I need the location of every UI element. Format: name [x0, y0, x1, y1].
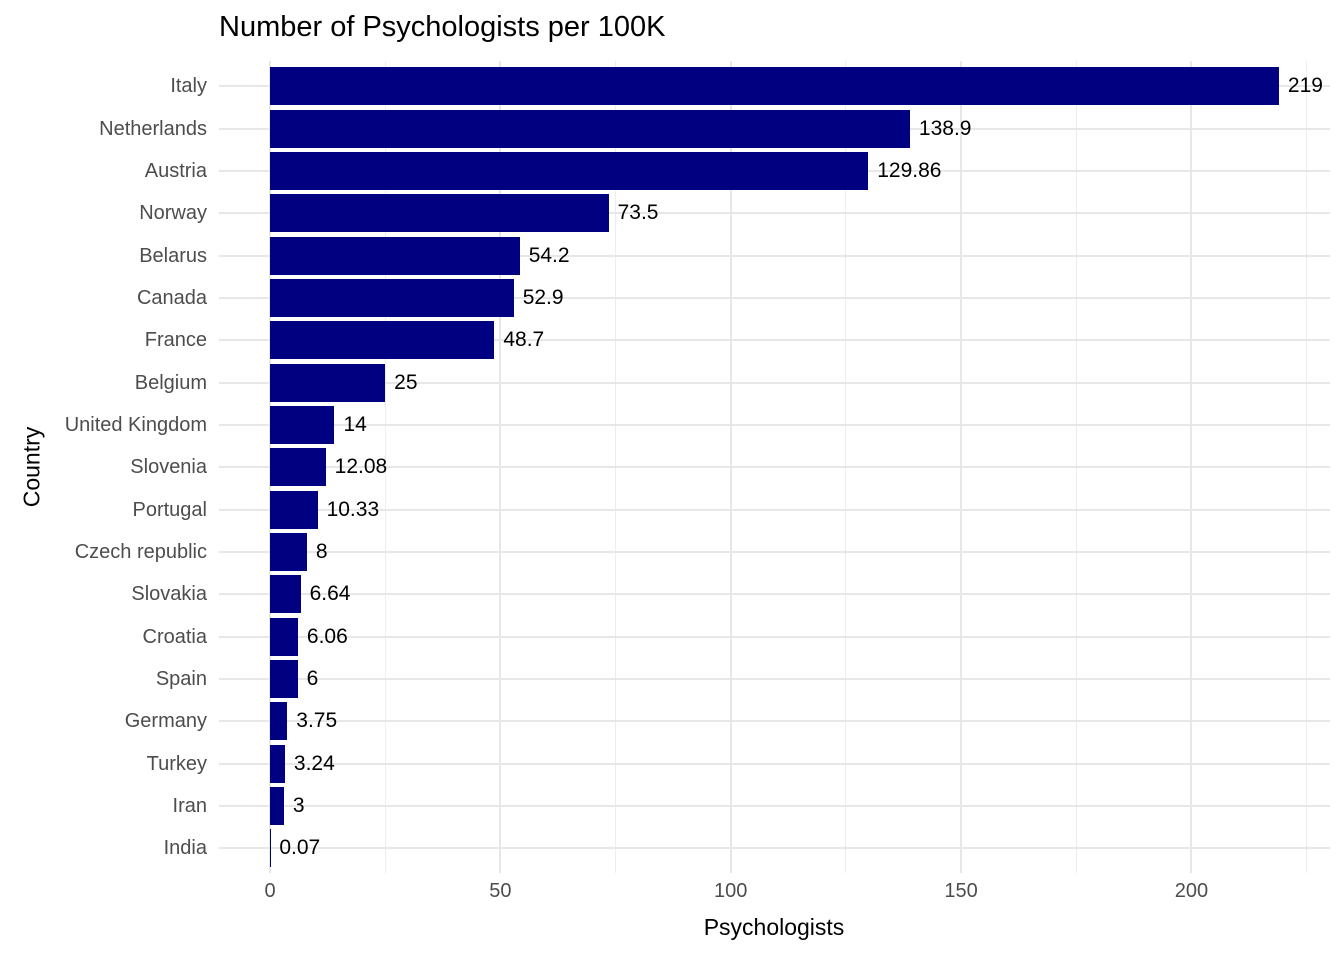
- y-tick-label: United Kingdom: [64, 413, 207, 436]
- bar-value-label: 6.64: [309, 582, 351, 606]
- gridline-major-horizontal: [219, 423, 1330, 426]
- bar: [270, 279, 514, 317]
- gridline-major-horizontal: [219, 720, 1330, 723]
- x-tick-label: 150: [944, 880, 978, 902]
- gridline-major-horizontal: [219, 550, 1330, 553]
- bar-value-label: 25: [394, 370, 418, 394]
- bar: [270, 617, 298, 656]
- x-tick-label: 200: [1174, 880, 1209, 902]
- y-tick-label: Belarus: [139, 244, 207, 267]
- bar: [270, 363, 386, 402]
- bar-value-label: 14: [343, 412, 367, 436]
- y-tick-label: Netherlands: [99, 117, 207, 140]
- bar-value-label: 219: [1287, 74, 1323, 98]
- y-tick-label: Portugal: [132, 498, 208, 521]
- bar-value-label: 6.06: [306, 624, 348, 648]
- gridline-major-horizontal: [219, 339, 1330, 342]
- y-tick-label: Norway: [139, 202, 207, 225]
- gridline-major-horizontal: [219, 635, 1330, 638]
- gridline-major-horizontal: [219, 847, 1330, 850]
- bar-value-label: 52.9: [522, 286, 564, 309]
- bar-value-label: 48.7: [503, 328, 545, 352]
- y-tick-label: Italy: [170, 75, 207, 98]
- y-tick-label: Canada: [136, 287, 207, 309]
- bar: [270, 575, 301, 614]
- plot-panel: 219 138.9 129.86 73.5 54.2 52.9 48.7 25 14 12.08 1…: [219, 61, 1330, 873]
- gridline-major-horizontal: [219, 381, 1330, 384]
- bar-value-label: 8: [315, 539, 328, 563]
- y-axis-title: Country: [18, 426, 45, 508]
- bar-value-label: 6: [306, 666, 319, 690]
- bar: [270, 448, 326, 487]
- y-tick-label: Slovakia: [131, 583, 207, 606]
- x-tick-label: 50: [489, 880, 512, 902]
- bar: [270, 786, 284, 825]
- bar: [270, 532, 307, 571]
- gridline-major-horizontal: [219, 466, 1330, 469]
- bar-value-label: 129.86: [877, 159, 942, 183]
- y-tick-label: France: [144, 329, 207, 352]
- gridline-major-horizontal: [219, 297, 1330, 299]
- gridline-major-horizontal: [219, 762, 1330, 765]
- y-tick-label: India: [163, 837, 207, 860]
- gridline-major-horizontal: [219, 677, 1330, 680]
- bar: [270, 744, 285, 783]
- bar-value-label: 10.33: [326, 497, 380, 521]
- bar-value-label: 12.08: [334, 455, 388, 479]
- y-tick-label: Slovenia: [130, 456, 207, 479]
- gridline-major-horizontal: [219, 254, 1330, 257]
- y-tick-label: Iran: [172, 794, 207, 817]
- x-axis-title: Psychologists: [703, 914, 845, 940]
- y-tick-label: Czech republic: [74, 540, 207, 563]
- gridline-major-horizontal: [219, 593, 1330, 596]
- bar: [270, 67, 1279, 106]
- gridline-major-horizontal: [219, 508, 1330, 511]
- y-tick-label: Croatia: [142, 625, 207, 648]
- bar: [270, 405, 335, 444]
- bar-value-label: 73.5: [617, 201, 659, 225]
- bar: [270, 321, 495, 360]
- gridline-major-horizontal: [219, 212, 1330, 215]
- bar: [270, 109, 910, 148]
- x-tick-label: 100: [714, 880, 748, 902]
- bar: [270, 236, 520, 275]
- chart-title: Number of Psychologists per 100K: [219, 11, 666, 43]
- bar-value-label: 138.9: [918, 116, 972, 140]
- bar-value-label: 3.75: [296, 709, 338, 733]
- bar: [270, 490, 318, 529]
- bar-value-label: 0.07: [279, 836, 321, 860]
- y-tick-label: Turkey: [146, 752, 207, 775]
- gridline-major-horizontal: [219, 804, 1330, 807]
- bar-value-label: 54.2: [528, 243, 570, 267]
- bar: [270, 152, 869, 191]
- bar-value-label: 3: [292, 793, 305, 817]
- y-tick-label: Spain: [155, 667, 207, 690]
- y-tick-label: Germany: [124, 710, 207, 733]
- bar: [270, 659, 298, 698]
- y-tick-label: Austria: [144, 160, 207, 183]
- bar-value-label: 3.24: [293, 751, 335, 775]
- y-tick-label: Belgium: [134, 371, 207, 394]
- bar: [270, 702, 288, 741]
- x-tick-label: 0: [264, 880, 276, 902]
- bar: [270, 194, 609, 233]
